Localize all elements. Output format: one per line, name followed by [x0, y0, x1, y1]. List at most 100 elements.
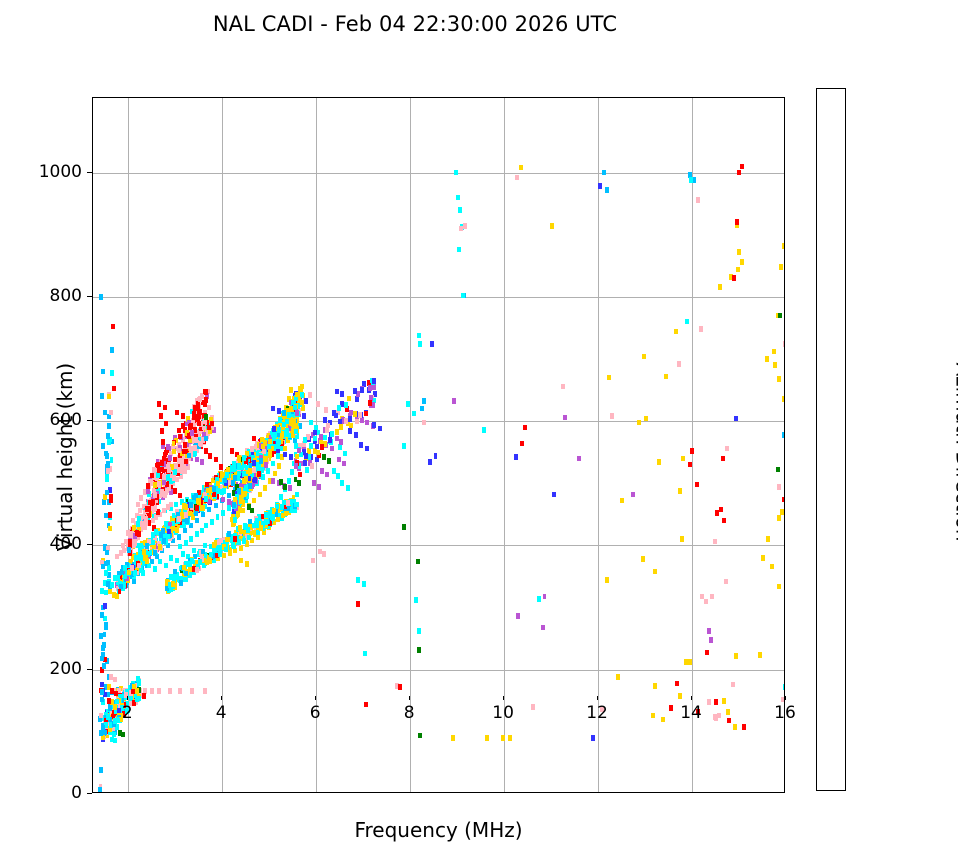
- data-point: [239, 528, 244, 535]
- data-point: [186, 553, 191, 560]
- data-point: [108, 722, 113, 728]
- data-point: [315, 456, 320, 463]
- data-point: [680, 455, 685, 462]
- data-point: [416, 647, 421, 653]
- data-point: [105, 545, 110, 552]
- data-point: [275, 446, 280, 453]
- data-point: [189, 430, 194, 436]
- data-point: [232, 501, 237, 508]
- data-point: [196, 413, 201, 419]
- data-point: [235, 451, 240, 458]
- data-point: [294, 460, 299, 466]
- data-point: [218, 551, 223, 557]
- data-point: [216, 545, 221, 552]
- data-point: [283, 445, 288, 452]
- data-point: [281, 512, 286, 519]
- data-point: [178, 473, 183, 479]
- data-point: [186, 464, 191, 470]
- data-point: [254, 517, 259, 524]
- data-point: [601, 169, 606, 176]
- data-point: [236, 535, 241, 541]
- data-point: [171, 581, 176, 587]
- data-point: [134, 555, 139, 561]
- data-point: [247, 468, 252, 474]
- data-point: [171, 521, 176, 527]
- data-point: [769, 563, 774, 570]
- data-point: [363, 650, 368, 657]
- data-point: [110, 582, 115, 588]
- data-point: [700, 593, 705, 600]
- data-point: [148, 538, 153, 544]
- data-point: [420, 405, 425, 412]
- data-point: [129, 689, 134, 696]
- data-point: [261, 521, 266, 527]
- data-point: [406, 400, 411, 407]
- data-point: [131, 540, 136, 546]
- y-tick-label: 400: [49, 534, 82, 555]
- data-point: [189, 408, 194, 415]
- data-point: [429, 341, 434, 347]
- data-point: [155, 553, 160, 560]
- colorbar[interactable]: [816, 88, 846, 791]
- data-point: [137, 551, 142, 557]
- data-point: [266, 468, 271, 474]
- data-point: [154, 497, 159, 504]
- data-point: [347, 413, 352, 419]
- data-point: [637, 419, 642, 426]
- data-point: [131, 578, 136, 585]
- data-point: [293, 395, 298, 401]
- data-point: [208, 543, 213, 550]
- x-tick-label: 6: [309, 703, 321, 723]
- data-point: [190, 418, 195, 425]
- data-point: [247, 449, 252, 455]
- data-point: [295, 433, 300, 439]
- data-point: [99, 696, 104, 703]
- data-point: [143, 516, 148, 522]
- data-point: [109, 709, 114, 716]
- data-point: [99, 729, 104, 736]
- data-point: [180, 467, 185, 474]
- data-point: [251, 460, 256, 466]
- data-point: [255, 533, 260, 540]
- data-point: [775, 466, 780, 473]
- data-point: [289, 420, 294, 426]
- x-tick-label: 4: [215, 703, 227, 723]
- data-point: [334, 435, 339, 442]
- data-point: [739, 163, 744, 170]
- x-tick: [503, 696, 505, 700]
- data-point: [157, 498, 162, 505]
- data-point: [190, 688, 195, 694]
- data-point: [101, 662, 106, 669]
- data-point: [346, 485, 351, 492]
- data-point: [182, 442, 187, 448]
- data-point: [100, 725, 105, 731]
- data-point: [245, 493, 250, 500]
- data-point: [271, 431, 276, 437]
- data-point: [104, 717, 109, 724]
- data-point: [266, 523, 271, 530]
- data-point: [270, 451, 274, 458]
- data-point: [255, 522, 260, 528]
- data-point: [733, 724, 738, 730]
- data-point: [111, 713, 116, 720]
- y-gridline: [93, 545, 784, 547]
- data-point: [237, 466, 242, 472]
- data-point: [203, 491, 208, 498]
- data-point: [209, 519, 214, 525]
- data-point: [199, 504, 204, 511]
- data-point: [174, 501, 179, 508]
- data-point: [250, 467, 255, 474]
- data-point: [360, 417, 365, 423]
- data-point: [782, 243, 784, 249]
- data-point: [110, 736, 115, 743]
- data-point: [371, 383, 376, 390]
- data-point: [171, 440, 176, 447]
- data-point: [367, 380, 372, 386]
- data-point: [337, 405, 342, 411]
- data-point: [231, 514, 236, 520]
- data-point: [233, 517, 238, 523]
- data-point: [141, 549, 146, 555]
- data-point: [272, 508, 277, 514]
- data-point: [577, 455, 582, 462]
